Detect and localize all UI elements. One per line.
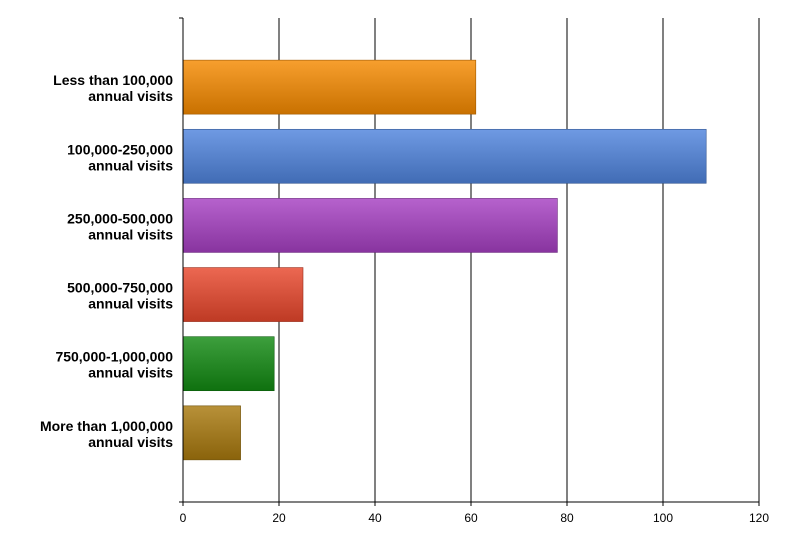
bar-5 bbox=[182, 405, 241, 461]
category-label-0: Less than 100,000 annual visits bbox=[53, 72, 173, 104]
x-tick-label-120: 120 bbox=[749, 511, 769, 525]
axes bbox=[179, 17, 760, 506]
x-tick-label-100: 100 bbox=[653, 511, 673, 525]
x-tick-label-20: 20 bbox=[272, 511, 286, 525]
category-label-3: 500,000-750,000 annual visits bbox=[67, 280, 173, 312]
bar-0 bbox=[182, 59, 477, 115]
category-label-4: 750,000-1,000,000 annual visits bbox=[55, 349, 173, 381]
category-labels: Less than 100,000 annual visits 100,000-25… bbox=[40, 72, 173, 450]
category-label-5: More than 1,000,000 annual visits bbox=[40, 418, 173, 450]
category-label-1: 100,000-250,000 annual visits bbox=[67, 141, 173, 173]
x-tick-label-40: 40 bbox=[368, 511, 382, 525]
x-tick-label-60: 60 bbox=[464, 511, 478, 525]
bar-3 bbox=[182, 267, 304, 322]
x-tick-label-0: 0 bbox=[180, 511, 187, 525]
bar-1 bbox=[182, 128, 707, 184]
category-label-2: 250,000-500,000 annual visits bbox=[67, 210, 173, 242]
bar-2 bbox=[182, 198, 558, 253]
tick-labels: 0 20 40 60 80 100 120 bbox=[180, 511, 770, 525]
bar-4 bbox=[182, 336, 275, 392]
x-tick-label-80: 80 bbox=[560, 511, 574, 525]
bars bbox=[182, 59, 707, 461]
